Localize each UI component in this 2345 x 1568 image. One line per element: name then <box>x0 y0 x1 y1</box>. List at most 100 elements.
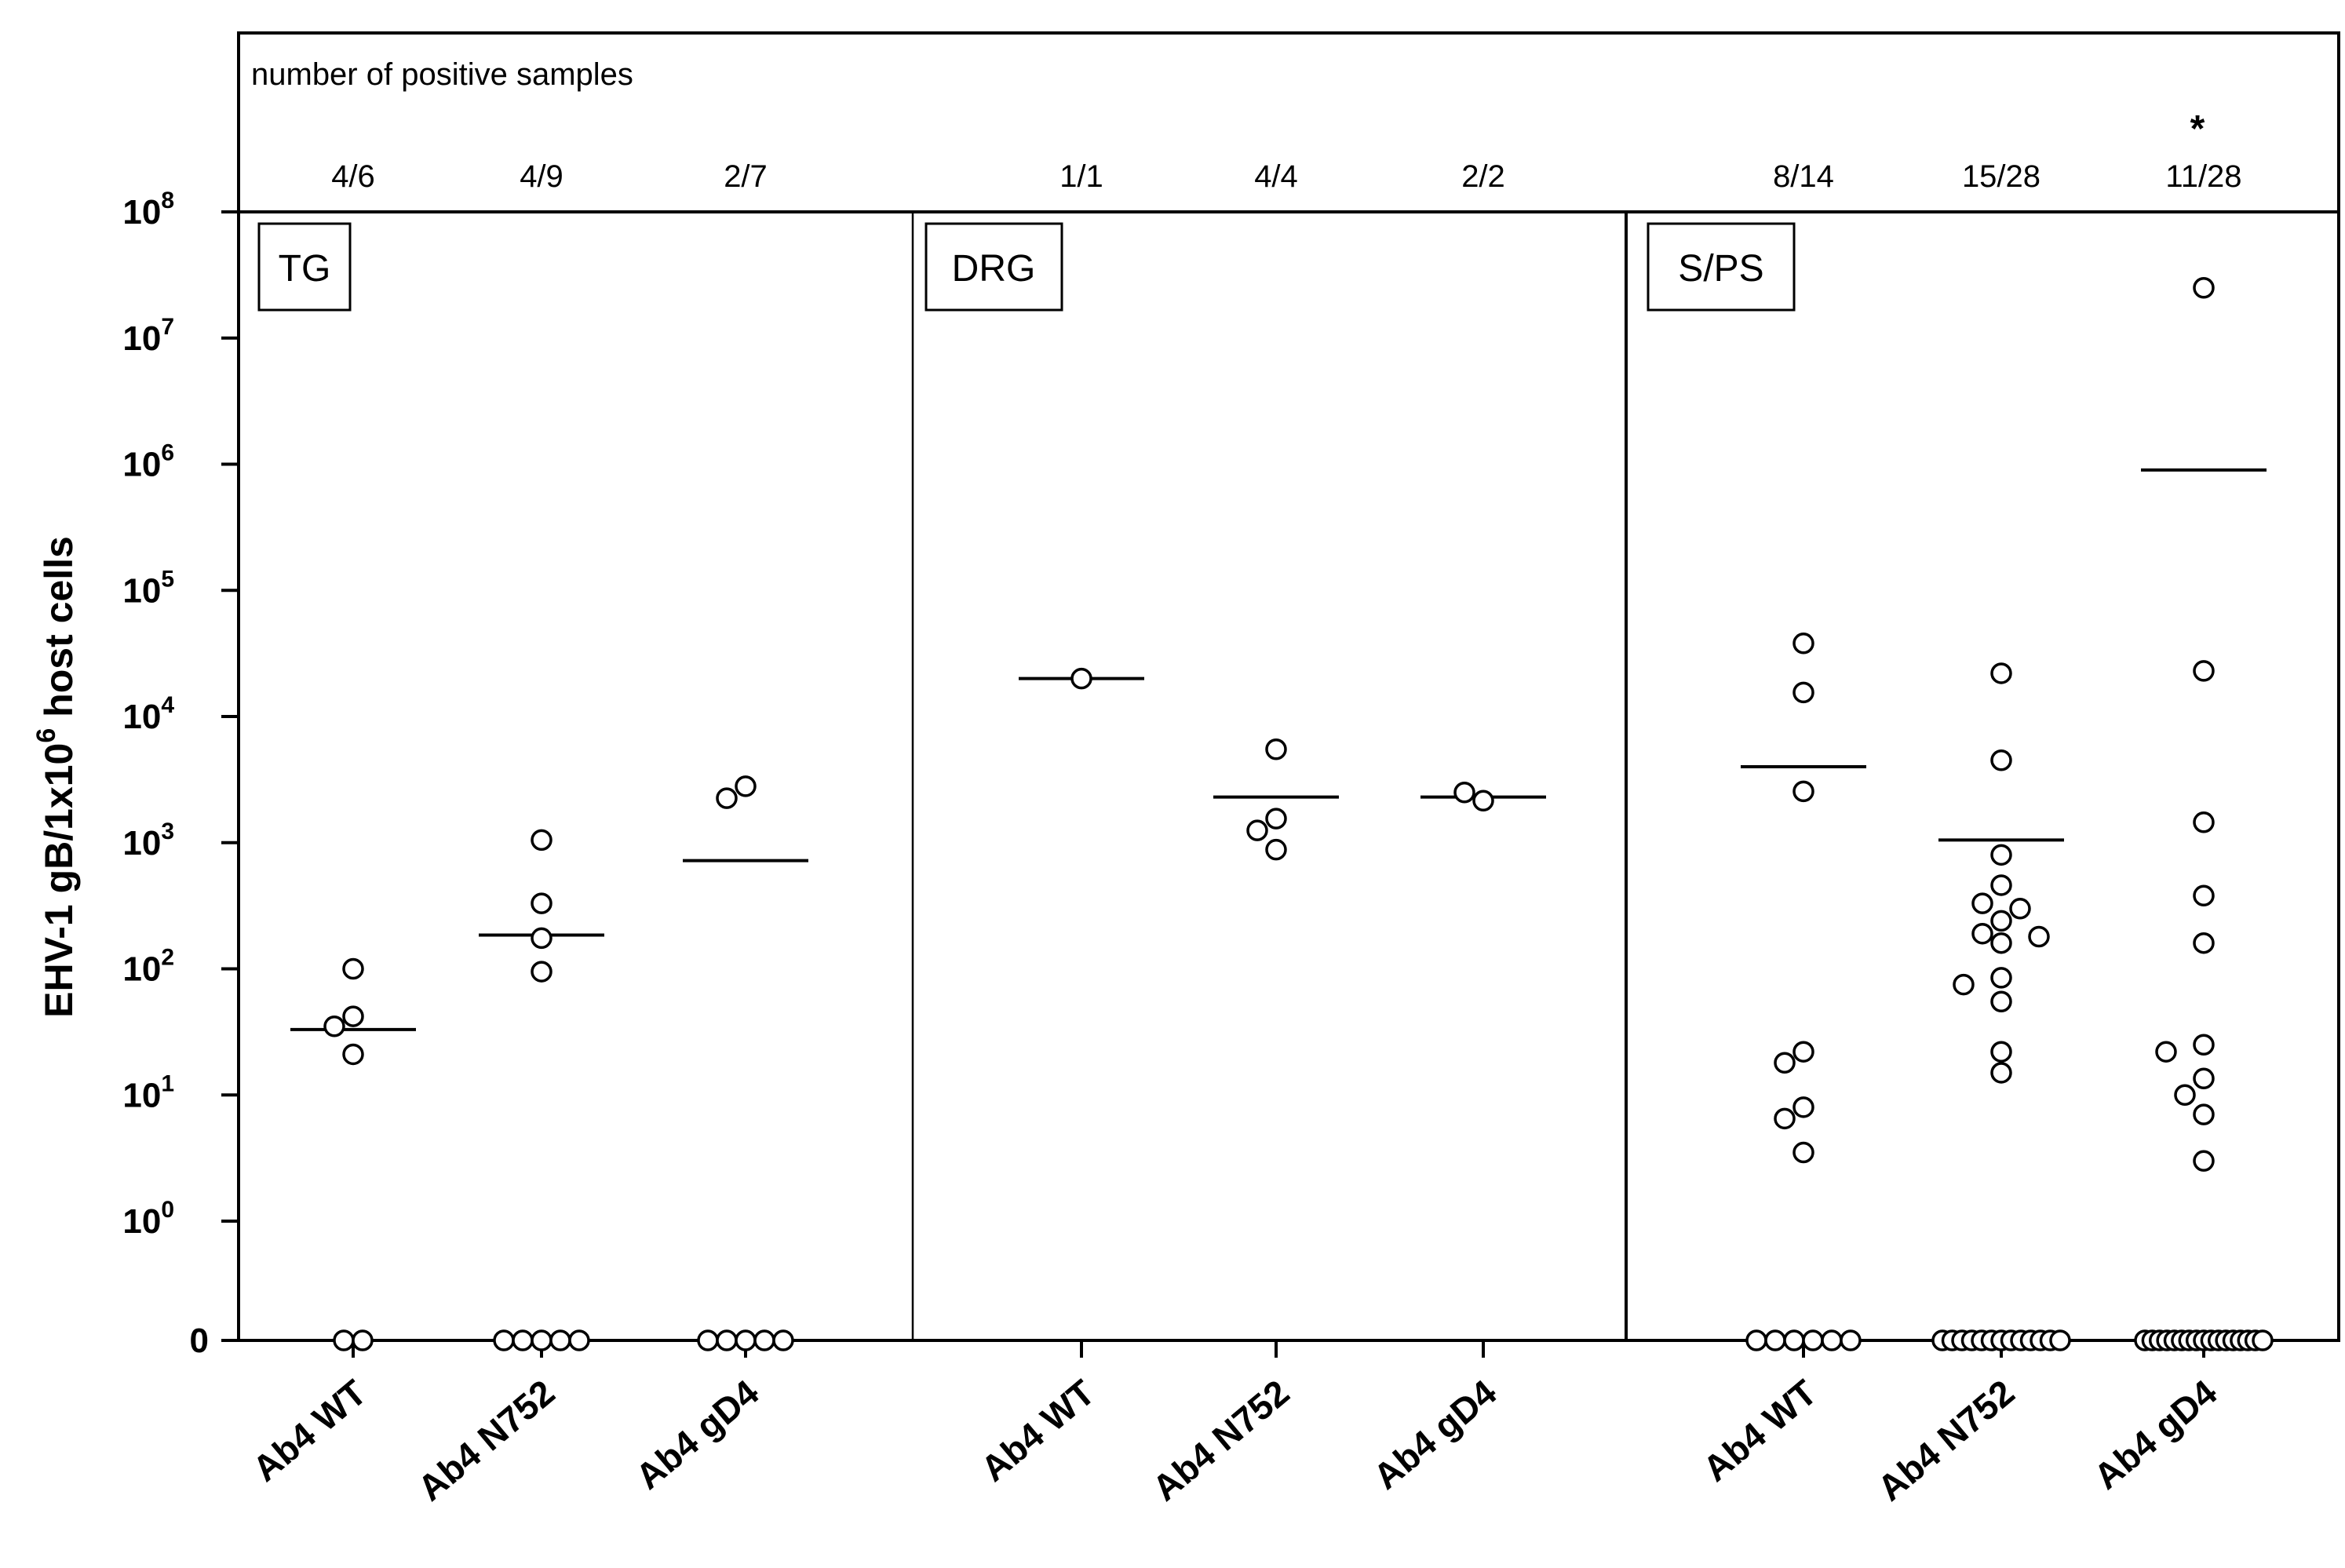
header-label: number of positive samples <box>251 57 633 92</box>
data-point <box>2193 660 2215 682</box>
y-axis-title: EHV-1 gB/1x106 host cells <box>31 536 81 1018</box>
panel-box-sps <box>1647 222 1796 312</box>
data-point <box>2193 1034 2215 1056</box>
data-point <box>1953 973 1975 996</box>
data-point <box>1990 749 2012 771</box>
y-tick-exponent: 5 <box>161 566 174 592</box>
x-category-label: Ab4 gD4 <box>628 1372 767 1497</box>
positive-count-drg-n752: 4/4 <box>1254 159 1298 194</box>
y-tick-exponent: 4 <box>161 692 174 718</box>
x-axis: Ab4 WT Ab4 N752 Ab4 gD4 Ab4 WT Ab4 N752 Ab4 g… <box>245 1340 2225 1508</box>
x-category-label: Ab4 WT <box>973 1372 1103 1490</box>
data-point <box>2193 1150 2215 1172</box>
x-category-label: Ab4 WT <box>245 1372 374 1490</box>
positive-count-sps-wt: 8/14 <box>1773 159 1834 194</box>
positive-count-tg-n752: 4/9 <box>520 159 563 194</box>
x-category-label: Ab4 N752 <box>410 1372 562 1509</box>
y-title-superscript: 6 <box>31 728 61 743</box>
panel-label-drg: DRG <box>952 248 1036 290</box>
data-point <box>1792 1141 1814 1164</box>
y-tick-exponent: 7 <box>161 314 174 340</box>
data-point <box>531 961 553 983</box>
x-category-label: Ab4 N752 <box>1144 1372 1296 1509</box>
y-tick-label: 101 <box>122 1070 174 1114</box>
data-point <box>323 1016 345 1037</box>
panel-label-sps: S/PS <box>1678 248 1763 290</box>
data-point <box>1774 1052 1796 1074</box>
data-point <box>1265 838 1287 861</box>
y-tick-label: 0 <box>190 1322 209 1360</box>
data-point <box>1453 782 1475 804</box>
zero-point <box>1840 1329 1862 1351</box>
data-point <box>2193 811 2215 833</box>
data-point <box>2193 1103 2215 1125</box>
data-point <box>2193 884 2215 907</box>
zero-point <box>352 1329 374 1351</box>
data-point <box>2174 1084 2196 1106</box>
y-tick-label: 102 <box>122 945 174 989</box>
data-point <box>1265 738 1287 760</box>
data-point <box>1990 662 2012 684</box>
data-point <box>531 927 553 950</box>
zero-point <box>568 1329 590 1351</box>
data-point <box>1792 1041 1814 1063</box>
zero-point <box>735 1329 757 1351</box>
x-category-label: Ab4 gD4 <box>1366 1372 1504 1497</box>
y-title-prefix: EHV-1 gB/1x10 <box>37 743 81 1018</box>
data-point <box>2193 277 2215 299</box>
data-point <box>1774 1107 1796 1130</box>
plot-area <box>237 210 2340 1342</box>
positive-count-drg-wt: 1/1 <box>1059 159 1103 194</box>
data-point <box>716 787 738 809</box>
zero-point <box>716 1329 738 1351</box>
data-point <box>1792 681 1814 704</box>
y-tick-exponent: 2 <box>161 945 174 971</box>
x-category-label: Ab4 gD4 <box>2086 1372 2225 1497</box>
y-tick-label: 104 <box>122 692 174 736</box>
significance-asterisk: * <box>2190 108 2205 150</box>
zero-point <box>493 1329 515 1351</box>
y-tick-exponent: 1 <box>161 1070 174 1096</box>
panel-box-tg <box>257 222 352 312</box>
positive-count-tg-wt: 4/6 <box>331 159 375 194</box>
zero-point <box>2252 1329 2274 1351</box>
zero-point <box>549 1329 571 1351</box>
data-point <box>1990 910 2012 932</box>
data-point <box>342 1043 364 1066</box>
positive-count-sps-n752: 15/28 <box>1962 159 2040 194</box>
y-tick-exponent: 6 <box>161 440 174 466</box>
data-point <box>2028 925 2050 948</box>
data-point <box>342 957 364 980</box>
y-tick-label: 103 <box>122 819 174 862</box>
y-title-suffix: host cells <box>37 536 81 728</box>
zero-point <box>1783 1329 1805 1351</box>
data-point <box>1246 819 1268 841</box>
y-tick-label: 100 <box>122 1197 174 1241</box>
data-point <box>1990 874 2012 896</box>
data-point <box>2193 932 2215 954</box>
x-category-label: Ab4 WT <box>1695 1372 1825 1490</box>
zero-point <box>1745 1329 1767 1351</box>
data-point <box>1990 990 2012 1012</box>
data-point <box>1971 892 1993 914</box>
y-tick-exponent: 3 <box>161 819 174 844</box>
y-tick-exponent: 0 <box>161 1197 174 1223</box>
panel-label-tg: TG <box>279 248 331 290</box>
zero-point <box>1764 1329 1786 1351</box>
zero-point <box>753 1329 775 1351</box>
data-point <box>735 775 757 797</box>
y-tick-label: 107 <box>122 314 174 358</box>
data-point <box>1070 667 1092 690</box>
data-point <box>342 1005 364 1027</box>
data-point <box>531 829 553 851</box>
data-point <box>2155 1041 2177 1063</box>
positive-count-sps-gd4: 11/28 <box>2165 159 2241 194</box>
data-point <box>531 892 553 914</box>
y-tick-label: 108 <box>122 188 174 232</box>
data-point <box>1792 780 1814 803</box>
zero-point <box>1821 1329 1843 1351</box>
panel-box-drg <box>925 222 1063 312</box>
y-tick-label: 106 <box>122 440 174 484</box>
